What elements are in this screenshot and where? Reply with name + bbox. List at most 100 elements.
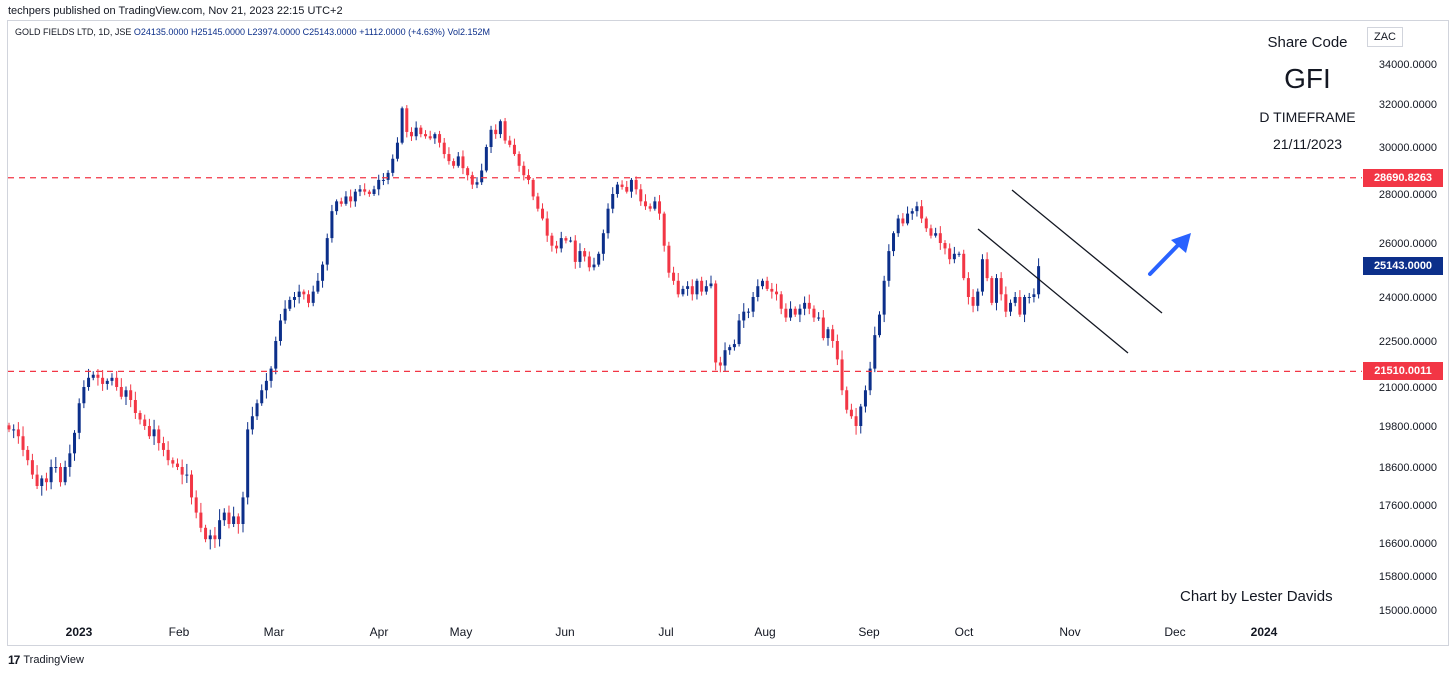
candle <box>26 445 30 466</box>
candle-body <box>938 233 942 243</box>
candle-body <box>414 127 418 137</box>
candle-body <box>119 387 123 397</box>
candle <box>152 419 156 445</box>
candle-body <box>555 245 559 249</box>
candle-body <box>611 194 615 209</box>
credit-label: Chart by Lester Davids <box>1180 588 1333 605</box>
tradingview-brand[interactable]: 17 TradingView <box>8 653 84 667</box>
candle <box>723 342 727 372</box>
candle <box>789 301 793 321</box>
candle <box>222 508 226 526</box>
candle-body <box>957 253 961 255</box>
candle-body <box>1037 266 1041 295</box>
candle <box>892 231 896 257</box>
level-tag-lower: 21510.0011 <box>1363 362 1443 381</box>
candle-body <box>798 308 802 315</box>
candle <box>185 463 189 483</box>
candle-body <box>49 467 53 483</box>
candle <box>339 197 343 207</box>
candle-body <box>311 291 315 303</box>
candle <box>1027 292 1031 304</box>
candle-body <box>358 189 362 192</box>
timeframe-label: D TIMEFRAME <box>1259 109 1356 125</box>
candle <box>456 152 460 168</box>
candle <box>756 279 760 302</box>
candle <box>994 274 998 311</box>
candle <box>662 211 666 252</box>
candle-body <box>775 291 779 295</box>
candle <box>208 529 212 550</box>
low-value: L23974.0000 <box>247 27 301 37</box>
candle <box>49 459 53 490</box>
candle-body <box>91 374 95 378</box>
candle <box>779 291 783 315</box>
candle-body <box>7 425 11 430</box>
y-tick-label: 18600.0000 <box>1379 462 1437 474</box>
candle-body <box>386 172 390 180</box>
candle-body <box>138 413 142 420</box>
candle <box>845 386 849 414</box>
candle <box>1018 290 1022 317</box>
candle <box>269 366 273 388</box>
candle-body <box>807 302 811 309</box>
candle-body <box>498 121 502 135</box>
candle-body <box>185 474 189 476</box>
candle-body <box>522 165 526 176</box>
candle <box>180 459 184 485</box>
candle <box>391 154 395 177</box>
candle <box>807 294 811 315</box>
candle-body <box>452 161 456 166</box>
candle-body <box>115 377 119 387</box>
candle <box>634 176 638 195</box>
candle-body <box>658 201 662 214</box>
candle-body <box>494 129 498 135</box>
candle <box>643 194 647 210</box>
candle-body <box>859 406 863 426</box>
candle-body <box>489 129 493 147</box>
candle-body <box>152 429 156 437</box>
candle-body <box>461 156 465 169</box>
candle <box>250 406 254 435</box>
candle <box>101 369 105 391</box>
x-tick-label: Jul <box>658 625 673 639</box>
candle <box>157 425 161 451</box>
candle-body <box>307 294 311 303</box>
candle-body <box>466 168 470 176</box>
candle-body <box>709 283 713 287</box>
candle-body <box>363 189 367 192</box>
candle <box>775 283 779 301</box>
tradingview-logo-icon: 17 <box>8 653 20 667</box>
candle-body <box>835 341 839 360</box>
candle-body <box>985 259 989 279</box>
y-tick-label: 28000.0000 <box>1379 189 1437 201</box>
candle-body <box>161 443 165 450</box>
candle-body <box>901 218 905 224</box>
candle <box>920 200 924 224</box>
candle-body <box>269 368 273 381</box>
candle-body <box>971 297 975 306</box>
candle <box>218 509 222 547</box>
candle <box>466 166 470 181</box>
time-axis: 2023 Feb Mar Apr May Jun Jul Aug Sep Oct Nov Dec 202… <box>66 625 1278 639</box>
candle-body <box>1009 302 1013 312</box>
candle <box>517 151 521 172</box>
candle <box>433 132 437 144</box>
candle-body <box>892 233 896 252</box>
candle <box>264 373 268 399</box>
y-tick-label: 22500.0000 <box>1379 336 1437 348</box>
candle <box>63 460 67 486</box>
candle-body <box>26 449 30 461</box>
candle <box>742 303 746 328</box>
candle <box>316 272 320 294</box>
candle <box>676 272 680 298</box>
candle <box>526 169 530 185</box>
candle <box>232 506 236 528</box>
candle-body <box>634 179 638 190</box>
candle <box>512 138 516 156</box>
candle <box>119 378 123 400</box>
candle <box>686 281 690 296</box>
candle <box>653 196 657 211</box>
candle-body <box>1032 294 1036 297</box>
currency-button[interactable]: ZAC <box>1367 27 1403 47</box>
